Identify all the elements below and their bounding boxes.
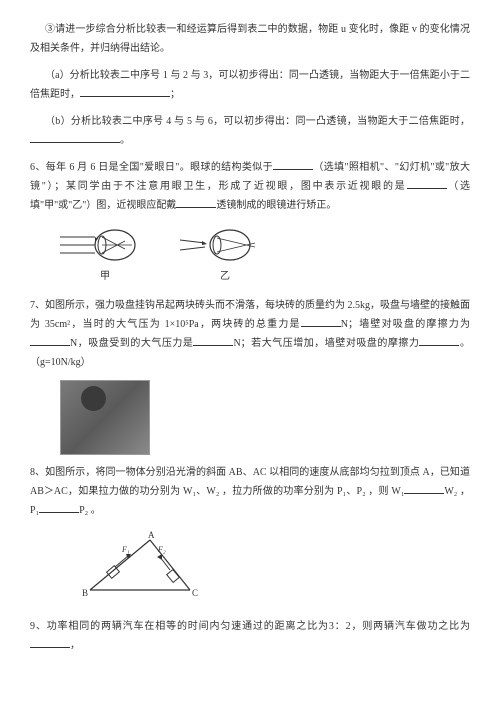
q7-t4: N；若大气压增加，墙壁对吸盘的摩擦力 [233,338,419,349]
q-intro: ③请进一步综合分析比较表一和经运算后得到表二中的数据，物距 u 变化时，像距 v… [30,20,470,58]
q9-blank1 [30,636,70,648]
q8: 8、如图所示，将同一物体分别沿光滑的斜面 AB、AC 以相同的速度从底部均匀拉到… [30,463,470,520]
label-B: B [82,588,88,598]
q7-blank3 [193,334,233,346]
q6: 6、每年 6 月 6 日是全国"爱眼日"。眼球的结构类似于（选填"照相机"、"幻… [30,158,470,215]
eye-label-left: 甲 [100,267,110,286]
eye-label-right: 乙 [220,267,230,286]
q9-t1: 9、功率相同的两辆汽车在相等的时间内匀速通过的距离之比为3：2，则两辆汽车做功之… [30,621,470,632]
q6-t1: 6、每年 6 月 6 日是全国"爱眼日"。眼球的结构类似于 [30,162,273,173]
q-a: （a）分析比较表二中序号 1 与 2 与 3，可以初步得出：同一凸透镜，当物距大… [30,66,470,104]
eye-figures: 甲 乙 [60,225,470,286]
eye-fig-right: 乙 [180,225,270,286]
q-intro-text: ③请进一步综合分析比较表一和经运算后得到表二中的数据，物距 u 变化时，像距 v… [30,24,470,54]
eye-svg-right [180,225,270,265]
q7-blank1 [301,315,341,327]
q7-blank4 [419,334,459,346]
q6-blank3 [176,196,216,208]
q7: 7、如图所示，强力吸盘挂钩吊起两块砖头而不滑落，每块砖的质量约为 2.5kg，吸… [30,296,470,372]
eye-svg-left [60,225,150,265]
qa-blank [80,85,170,97]
q8-t3: P₂ 。 [79,505,101,516]
q7-t3: N，吸盘受到的大气压力是 [70,338,193,349]
label-C: C [192,588,198,598]
q8-blank1 [404,482,444,494]
q8-blank2 [39,501,79,513]
q9: 9、功率相同的两辆汽车在相等的时间内匀速通过的距离之比为3：2，则两辆汽车做功之… [30,617,470,655]
triangle-figure: A B C F₁ F₂ [80,530,470,607]
brick-image [60,380,150,455]
label-F1: F₁ [121,545,130,554]
triangle-svg: A B C F₁ F₂ [80,530,220,600]
q7-t2: N；墙壁对吸盘的摩擦力为 [341,319,470,330]
q-b: （b）分析比较表二中序号 4 与 5 与 6，可以初步得出：同一凸透镜，当物距大… [30,112,470,150]
label-F2: F₂ [157,545,166,554]
qb-prefix: （b）分析比较表二中序号 4 与 5 与 6，可以初步得出：同一凸透镜，当物距大… [45,116,470,127]
label-A: A [148,530,155,540]
qa-suffix: ； [170,89,180,100]
qb-suffix: 。 [120,135,130,146]
q9-t2: ， [70,640,80,651]
eye-fig-left: 甲 [60,225,150,286]
q6-blank1 [273,158,313,170]
q7-blank2 [30,334,70,346]
q6-blank2 [407,177,447,189]
qb-blank [30,131,120,143]
q6-t4: 透镜制成的眼镜进行矫正。 [216,200,336,211]
